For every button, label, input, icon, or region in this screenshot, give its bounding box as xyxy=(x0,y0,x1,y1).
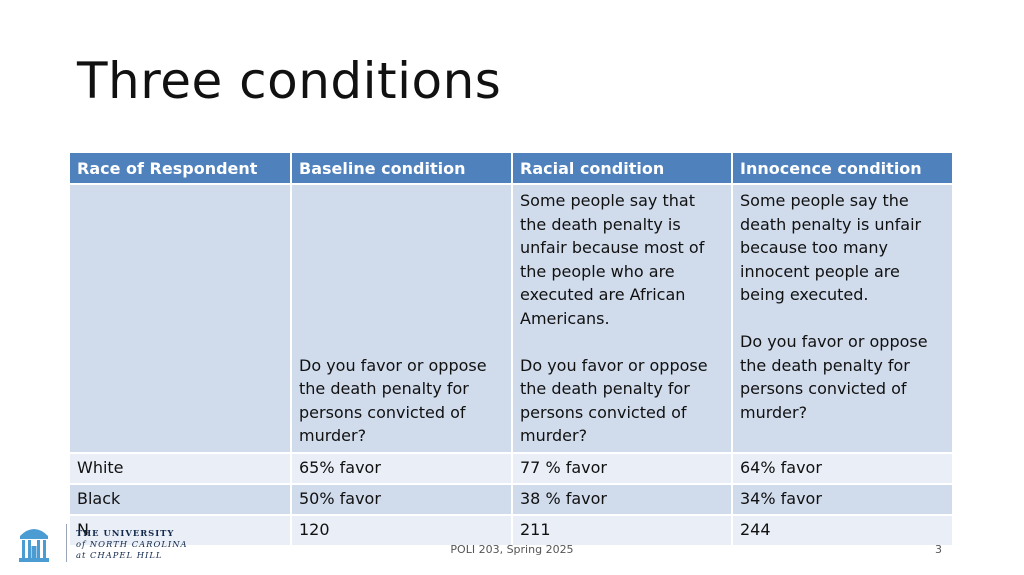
slide-title: Three conditions xyxy=(77,52,502,110)
logo-line-1: THE UNIVERSITY xyxy=(76,528,175,538)
table-row-white: White 65% favor 77 % favor 64% favor xyxy=(70,452,954,485)
innocence-question-text: Do you favor or oppose the death penalty… xyxy=(740,332,928,422)
table-cell xyxy=(70,184,292,454)
table-cell: 244 xyxy=(732,514,954,547)
old-well-icon xyxy=(19,529,49,562)
row-label-white: White xyxy=(70,452,292,485)
racial-preamble-text: Some people say that the death penalty i… xyxy=(520,191,705,328)
racial-question: Some people say that the death penalty i… xyxy=(512,184,733,454)
table-cell: 50% favor xyxy=(291,483,513,516)
logo-line-3: at CHAPEL HILL xyxy=(76,550,163,560)
table-cell: 77 % favor xyxy=(512,452,733,485)
table-row-n: N 120 211 244 xyxy=(70,514,954,547)
conditions-table: Race of Respondent Baseline condition Ra… xyxy=(70,153,954,547)
table-cell: 38 % favor xyxy=(512,483,733,516)
header-race: Race of Respondent xyxy=(70,153,292,185)
table-cell: 64% favor xyxy=(732,452,954,485)
logo-line-2: of NORTH CAROLINA xyxy=(76,539,188,549)
row-label-n: N xyxy=(70,514,292,547)
table-row-black: Black 50% favor 38 % favor 34% favor xyxy=(70,483,954,516)
baseline-question: Do you favor or oppose the death penalty… xyxy=(291,184,513,454)
table-cell: 211 xyxy=(512,514,733,547)
header-racial: Racial condition xyxy=(512,153,733,185)
table-cell: 120 xyxy=(291,514,513,547)
table-cell: 65% favor xyxy=(291,452,513,485)
row-label-black: Black xyxy=(70,483,292,516)
innocence-preamble-text: Some people say the death penalty is unf… xyxy=(740,191,922,304)
table-header-row: Race of Respondent Baseline condition Ra… xyxy=(70,153,954,185)
unc-logo: THE UNIVERSITY of NORTH CAROLINA at CHAP… xyxy=(16,520,188,566)
header-innocence: Innocence condition xyxy=(732,153,954,185)
page-number: 3 xyxy=(935,543,942,556)
condition-text-row: Do you favor or oppose the death penalty… xyxy=(70,184,954,454)
innocence-question: Some people say the death penalty is unf… xyxy=(732,184,954,454)
logo-divider xyxy=(66,524,67,562)
header-baseline: Baseline condition xyxy=(291,153,513,185)
footer-course: POLI 203, Spring 2025 xyxy=(450,543,574,556)
baseline-question-text: Do you favor or oppose the death penalty… xyxy=(299,355,487,446)
table-cell: 34% favor xyxy=(732,483,954,516)
racial-question-text: Do you favor or oppose the death penalty… xyxy=(520,355,708,446)
